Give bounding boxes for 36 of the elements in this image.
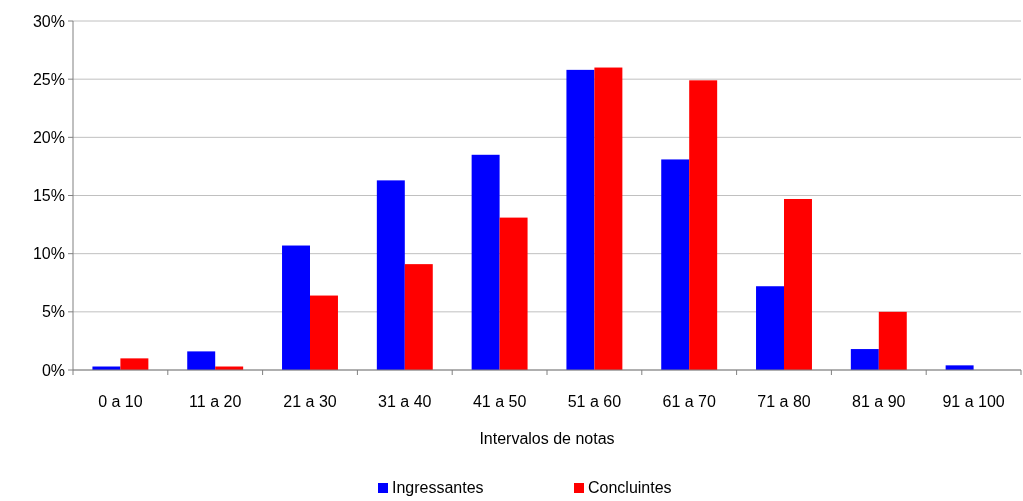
bar — [120, 358, 149, 370]
bar — [566, 69, 595, 370]
x-tick-label: 11 a 20 — [189, 393, 242, 410]
bar — [756, 286, 784, 370]
y-tick-label: 20% — [32, 128, 65, 146]
y-tick-label: 10% — [32, 245, 65, 263]
x-tick-label: 91 a 100 — [942, 393, 1005, 410]
bar — [594, 67, 623, 370]
x-tick-label: 41 a 50 — [472, 393, 527, 410]
x-tick-label: 71 a 80 — [757, 393, 811, 410]
bar — [187, 351, 216, 370]
y-tick-label: 30% — [32, 12, 65, 30]
y-tick-label: 5% — [41, 303, 65, 321]
bar — [471, 154, 500, 370]
x-axis-title: Intervalos de notas — [479, 430, 615, 447]
bar — [689, 80, 718, 370]
bar — [310, 295, 338, 370]
x-tick-label: 81 a 90 — [852, 393, 906, 410]
bar — [850, 349, 879, 370]
x-tick-label: 51 a 60 — [567, 393, 622, 410]
legend-label: Ingressantes — [392, 479, 484, 496]
x-tick-label: 61 a 70 — [662, 393, 716, 410]
legend-label: Concluintes — [588, 479, 672, 496]
x-tick-label: 31 a 40 — [378, 393, 432, 410]
y-tick-label: 25% — [32, 70, 65, 88]
bar — [661, 159, 690, 370]
bar — [878, 311, 907, 370]
bar — [282, 245, 310, 370]
y-tick-label: 15% — [32, 187, 65, 205]
bar — [784, 198, 812, 370]
x-tick-label: 0 a 10 — [98, 393, 143, 410]
bar — [499, 217, 528, 370]
bar — [404, 264, 433, 370]
y-tick-label: 0% — [41, 361, 65, 379]
x-tick-label: 21 a 30 — [283, 393, 337, 410]
bar — [376, 180, 405, 370]
